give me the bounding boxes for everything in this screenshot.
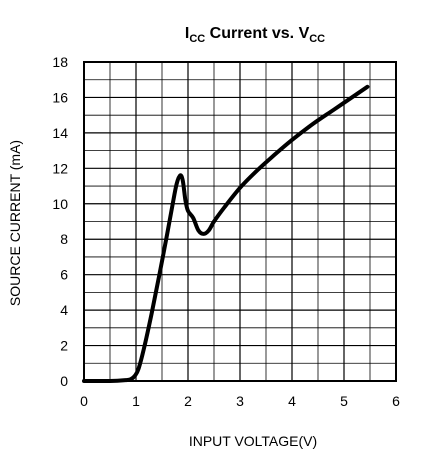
x-axis-label: INPUT VOLTAGE(V) [189, 433, 317, 449]
y-tick-label: 2 [60, 338, 68, 354]
series-line-icc [82, 84, 370, 384]
x-tick-label: 6 [392, 393, 400, 409]
y-tick-label: 6 [60, 267, 68, 283]
x-tick-label: 1 [132, 393, 140, 409]
y-tick-label: 4 [60, 302, 68, 318]
x-tick-label: 5 [340, 393, 348, 409]
y-axis-label: SOURCE CURRENT (mA) [7, 140, 23, 306]
title-part: I [185, 25, 189, 42]
title-subscript: CC [309, 33, 325, 45]
title-part: Current vs. V [205, 25, 309, 42]
x-tick-label: 4 [288, 393, 296, 409]
y-tick-label: 16 [52, 89, 68, 105]
x-tick-labels: 0 1 2 3 4 5 6 [80, 393, 400, 409]
y-tick-label: 14 [52, 125, 68, 141]
y-tick-label: 0 [60, 373, 68, 389]
y-tick-label: 8 [60, 231, 68, 247]
x-tick-label: 3 [236, 393, 244, 409]
y-tick-label: 18 [52, 54, 68, 70]
y-tick-label: 12 [52, 160, 68, 176]
x-tick-label: 2 [184, 393, 192, 409]
x-tick-label: 0 [80, 393, 88, 409]
chart-title: ICC Current vs. VCC [185, 25, 325, 45]
y-tick-labels: 0 2 4 6 8 10 12 14 16 18 [52, 54, 68, 389]
title-subscript: CC [189, 33, 205, 45]
y-tick-label: 10 [52, 196, 68, 212]
plot-frame [83, 61, 397, 382]
grid [83, 61, 397, 382]
